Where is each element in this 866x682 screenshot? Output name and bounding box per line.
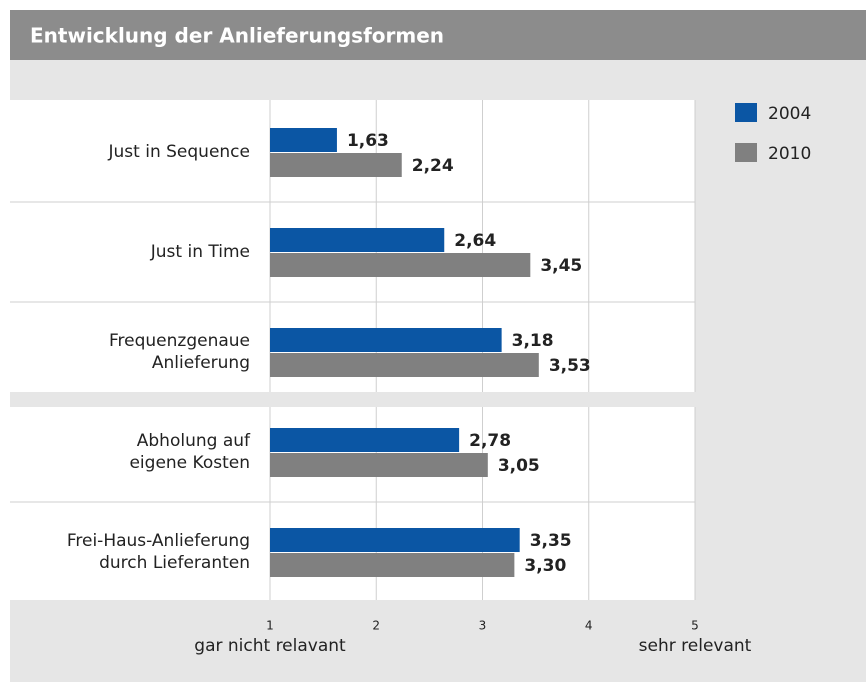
axis-label: gar nicht relavant	[194, 636, 346, 656]
value-label: 2,24	[412, 156, 454, 176]
value-label: 3,35	[530, 531, 572, 551]
bar	[270, 253, 531, 277]
bar	[270, 428, 460, 452]
bar	[270, 128, 337, 152]
bar	[270, 528, 520, 552]
header-bar	[10, 10, 866, 60]
value-label: 3,18	[512, 331, 554, 351]
value-label: 3,05	[498, 456, 540, 476]
axis-label: sehr relevant	[639, 636, 752, 656]
x-tick-label: 3	[479, 619, 487, 633]
bar	[270, 553, 515, 577]
value-label: 1,63	[347, 131, 389, 151]
legend-swatch	[735, 103, 757, 122]
value-label: 2,78	[469, 431, 511, 451]
x-tick-label: 4	[585, 619, 593, 633]
value-label: 3,45	[540, 256, 582, 276]
bar	[270, 353, 539, 377]
bar	[270, 328, 502, 352]
x-tick-label: 2	[372, 619, 380, 633]
chart-title: Entwicklung der Anlieferungsformen	[30, 24, 444, 48]
x-tick-label: 5	[691, 619, 699, 633]
value-label: 3,30	[524, 556, 566, 576]
legend-label: 2004	[768, 104, 811, 124]
category-label: Abholung auf eigene Kosten	[129, 431, 251, 473]
legend-swatch	[735, 143, 757, 162]
category-label: Frei-Haus-Anlieferung durch Lieferanten	[67, 531, 250, 573]
value-label: 2,64	[454, 231, 496, 251]
category-label: Just in Time	[150, 242, 250, 262]
bar	[270, 453, 488, 477]
category-label: Just in Sequence	[108, 142, 250, 162]
category-label: Frequenzgenaue Anlieferung	[109, 331, 250, 373]
x-tick-label: 1	[266, 619, 274, 633]
bar	[270, 228, 445, 252]
legend-label: 2010	[768, 144, 811, 164]
value-label: 3,53	[549, 356, 591, 376]
bar	[270, 153, 402, 177]
